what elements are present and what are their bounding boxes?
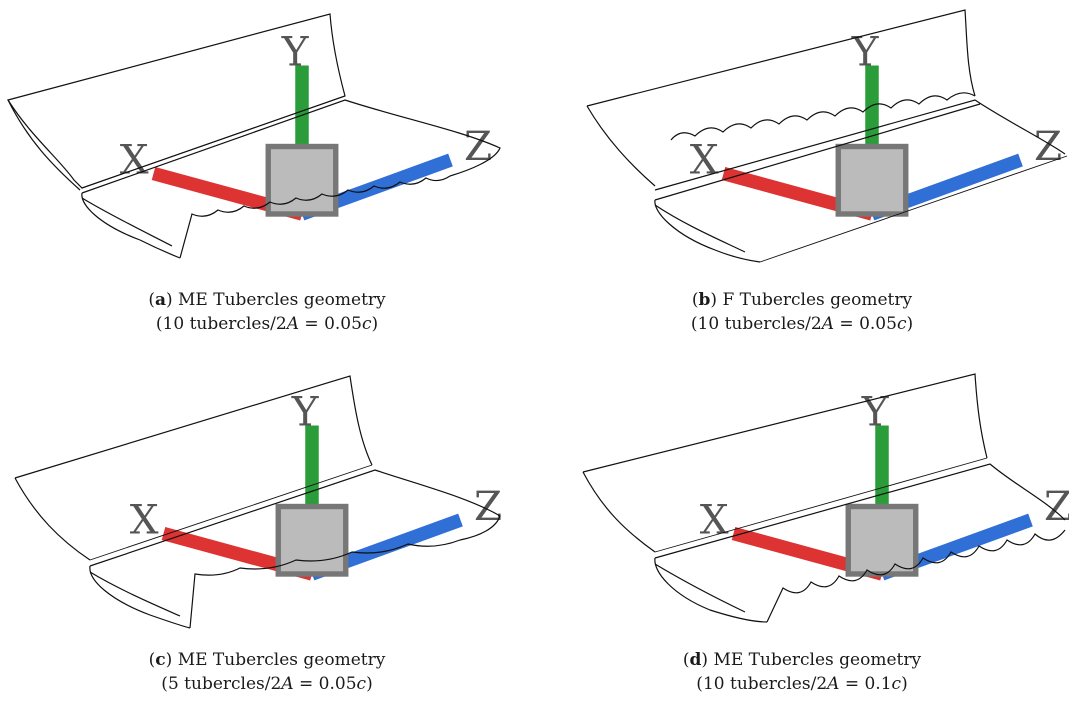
caption-title-d: (d) ME Tubercles geometry <box>682 650 922 670</box>
caption-title-c: (c) ME Tubercles geometry <box>148 650 386 670</box>
svg-text:Y: Y <box>291 388 320 436</box>
caption-title-a: (a) ME Tubercles geometry <box>148 290 386 310</box>
wing-geometry-a <box>7 13 501 259</box>
caption-params-d: (10 tubercles/2A = 0.1c) <box>696 674 908 694</box>
axis-triad-icon: X Y Z <box>605 25 1062 221</box>
figure-panel-a: X Y Z (a) ME Tubercles geometry (10 tube… <box>0 0 534 360</box>
wing-geometry-c <box>14 375 501 629</box>
svg-text:Z: Z <box>1034 122 1062 170</box>
caption-params-b: (10 tubercles/2A = 0.05c) <box>690 314 914 334</box>
wing-geometry-d <box>582 373 1066 623</box>
axis-triad-icon: X Y Z <box>35 25 492 221</box>
svg-text:X: X <box>690 136 719 184</box>
svg-text:Z: Z <box>464 122 492 170</box>
caption-title-b: (b) F Tubercles geometry <box>691 290 913 310</box>
figure-panel-c: X Y Z (c) ME Tubercles geometry (5 tuber… <box>0 360 534 720</box>
svg-text:Y: Y <box>861 388 890 436</box>
svg-text:X: X <box>120 136 149 184</box>
caption-params-a: (10 tubercles/2A = 0.05c) <box>155 314 379 334</box>
svg-text:X: X <box>130 496 159 544</box>
figure-panel-d: X Y Z (d) ME Tubercles geometry (10 tube… <box>535 360 1069 720</box>
axis-triad-icon: X Y Z <box>615 385 1069 581</box>
caption-params-c: (5 tubercles/2A = 0.05c) <box>161 674 373 694</box>
svg-text:Y: Y <box>281 28 310 76</box>
figure-panel-b: X Y Z (b) F Tubercles geometry (10 tuber… <box>535 0 1069 360</box>
wing-geometry-b <box>586 9 1068 263</box>
